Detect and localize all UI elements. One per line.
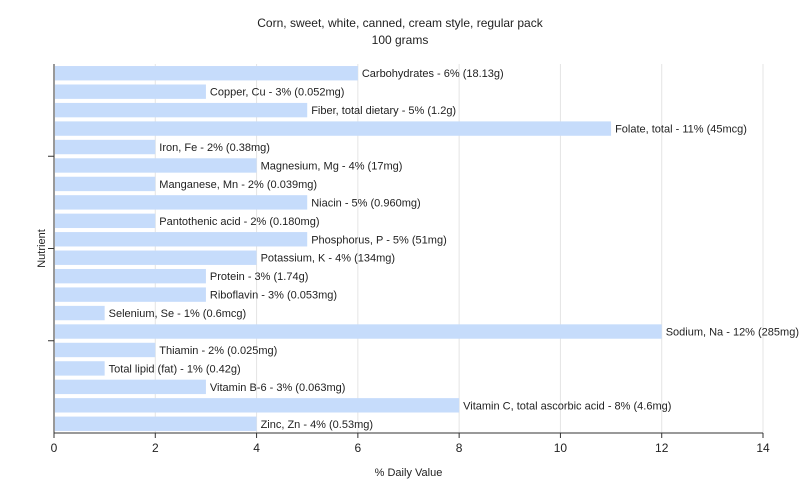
- bar: [55, 268, 206, 284]
- bar-label: Vitamin B-6 - 3% (0.063mg): [210, 382, 346, 394]
- bar: [55, 232, 308, 247]
- bar-label: Zinc, Zn - 4% (0.53mg): [261, 419, 373, 431]
- bar: [55, 195, 308, 210]
- bar-label: Folate, total - 11% (45mcg): [615, 124, 747, 136]
- x-tick-label: 8: [456, 441, 463, 455]
- bar-label: Manganese, Mn - 2% (0.039mg): [159, 179, 317, 191]
- bar: [55, 84, 206, 99]
- x-tick-label: 6: [355, 441, 362, 455]
- bar: [55, 287, 206, 302]
- x-axis-label: % Daily Value: [375, 467, 443, 479]
- bar: [55, 305, 105, 321]
- bar-label: Total lipid (fat) - 1% (0.42g): [109, 363, 241, 375]
- bar: [55, 250, 257, 265]
- bar: [55, 102, 308, 118]
- bar-label: Protein - 3% (1.74g): [210, 271, 308, 283]
- bar-label: Iron, Fe - 2% (0.38mg): [159, 142, 270, 154]
- x-tick-label: 0: [51, 441, 58, 455]
- bar: [55, 379, 206, 395]
- bar-label: Copper, Cu - 3% (0.052mg): [210, 87, 345, 99]
- bar: [55, 342, 156, 358]
- bar: [55, 398, 460, 413]
- x-tick-label: 4: [253, 441, 260, 455]
- bar: [55, 66, 358, 81]
- bar: [55, 361, 105, 376]
- bar-label: Niacin - 5% (0.960mg): [311, 197, 420, 209]
- bar: [55, 139, 156, 155]
- x-tick-label: 12: [655, 441, 669, 455]
- bar: [55, 324, 662, 339]
- bar: [55, 416, 257, 431]
- bar-label: Magnesium, Mg - 4% (17mg): [261, 160, 403, 172]
- bar-label: Sodium, Na - 12% (285mg): [666, 327, 799, 339]
- y-axis-label: Nutrient: [36, 229, 48, 268]
- bar: [55, 121, 612, 136]
- chart-title: Corn, sweet, white, canned, cream style,…: [257, 16, 543, 30]
- bar-label: Fiber, total dietary - 5% (1.2g): [311, 105, 456, 117]
- bar: [55, 213, 156, 229]
- bar-label: Selenium, Se - 1% (0.6mcg): [109, 308, 247, 320]
- x-tick-label: 2: [152, 441, 159, 455]
- x-tick-label: 14: [756, 441, 770, 455]
- chart-subtitle: 100 grams: [371, 33, 429, 47]
- bar: [55, 158, 257, 173]
- bar: [55, 176, 156, 192]
- x-tick-label: 10: [554, 441, 568, 455]
- bar-label: Vitamin C, total ascorbic acid - 8% (4.6…: [463, 400, 671, 412]
- bar-label: Carbohydrates - 6% (18.13g): [362, 68, 504, 80]
- bar-label: Phosphorus, P - 5% (51mg): [311, 234, 447, 246]
- bar-label: Thiamin - 2% (0.025mg): [159, 345, 277, 357]
- bar-label: Pantothenic acid - 2% (0.180mg): [159, 216, 319, 228]
- bar-label: Potassium, K - 4% (134mg): [261, 253, 396, 265]
- bar-label: Riboflavin - 3% (0.053mg): [210, 290, 337, 302]
